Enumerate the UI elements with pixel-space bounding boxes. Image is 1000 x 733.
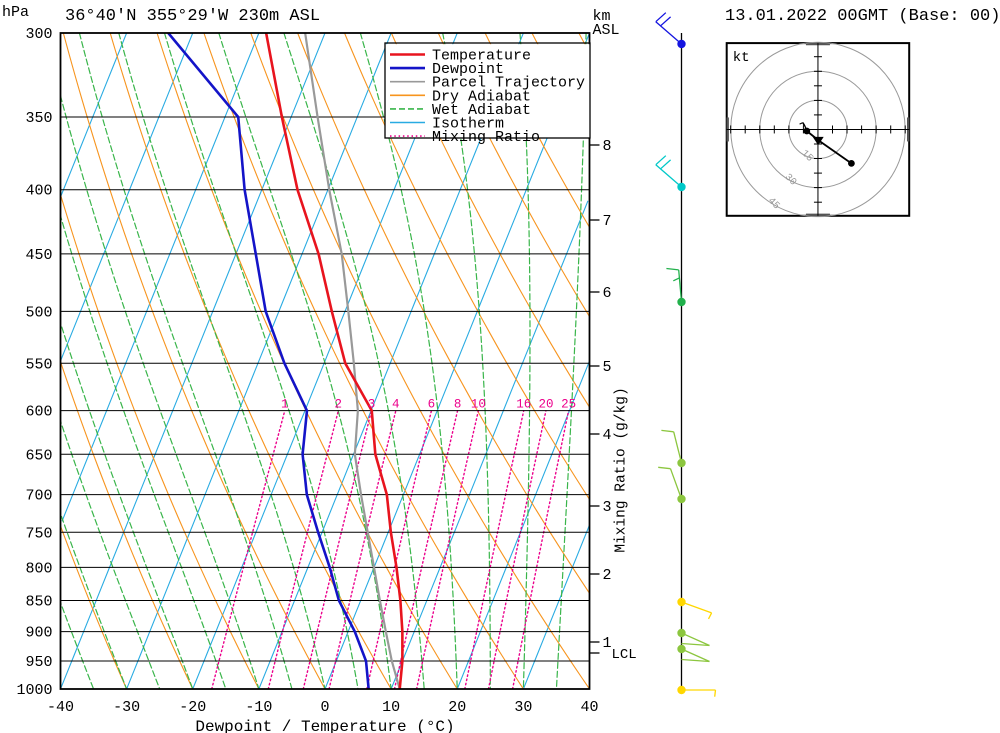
svg-text:700: 700	[25, 488, 52, 505]
svg-text:30: 30	[514, 699, 532, 716]
svg-text:1000: 1000	[16, 682, 52, 699]
svg-text:8: 8	[603, 138, 612, 155]
svg-text:6: 6	[428, 398, 436, 412]
svg-text:900: 900	[25, 625, 52, 642]
svg-text:3: 3	[603, 499, 612, 516]
svg-text:20: 20	[448, 699, 466, 716]
svg-text:LCL: LCL	[612, 647, 637, 663]
svg-text:4: 4	[603, 427, 612, 444]
svg-text:0: 0	[320, 699, 329, 716]
svg-text:13.01.2022 00GMT (Base: 00): 13.01.2022 00GMT (Base: 00)	[725, 7, 1000, 26]
svg-text:350: 350	[25, 110, 52, 127]
svg-text:8: 8	[454, 398, 462, 412]
svg-text:850: 850	[25, 593, 52, 610]
svg-text:Dewpoint / Temperature (°C): Dewpoint / Temperature (°C)	[195, 718, 454, 733]
svg-text:500: 500	[25, 304, 52, 321]
svg-text:950: 950	[25, 654, 52, 671]
svg-text:Mixing Ratio (g/kg): Mixing Ratio (g/kg)	[614, 387, 630, 552]
svg-text:7: 7	[603, 213, 612, 230]
svg-text:-30: -30	[113, 699, 140, 716]
svg-text:650: 650	[25, 447, 52, 464]
svg-text:36°40'N 355°29'W 230m ASL: 36°40'N 355°29'W 230m ASL	[65, 7, 320, 26]
svg-text:1: 1	[281, 398, 289, 412]
svg-text:450: 450	[25, 247, 52, 264]
svg-text:20: 20	[538, 398, 553, 412]
svg-text:16: 16	[516, 398, 531, 412]
svg-text:400: 400	[25, 183, 52, 200]
svg-text:550: 550	[25, 356, 52, 373]
svg-text:-40: -40	[47, 699, 74, 716]
svg-text:40: 40	[580, 699, 598, 716]
svg-text:-20: -20	[179, 699, 206, 716]
svg-text:800: 800	[25, 560, 52, 577]
svg-text:ASL: ASL	[593, 22, 620, 39]
svg-text:2: 2	[603, 567, 612, 584]
svg-text:25: 25	[561, 398, 576, 412]
svg-text:750: 750	[25, 525, 52, 542]
svg-text:2: 2	[335, 398, 343, 412]
svg-text:10: 10	[471, 398, 486, 412]
svg-text:300: 300	[25, 26, 52, 43]
svg-text:5: 5	[603, 359, 612, 376]
svg-text:hPa: hPa	[2, 4, 29, 21]
svg-text:600: 600	[25, 404, 52, 421]
svg-text:4: 4	[392, 398, 400, 412]
svg-text:3: 3	[368, 398, 376, 412]
svg-text:Mixing Ratio: Mixing Ratio	[432, 129, 540, 146]
svg-text:1: 1	[603, 635, 612, 652]
svg-text:kt: kt	[733, 50, 750, 66]
svg-text:10: 10	[382, 699, 400, 716]
svg-text:6: 6	[603, 285, 612, 302]
svg-text:-10: -10	[245, 699, 272, 716]
